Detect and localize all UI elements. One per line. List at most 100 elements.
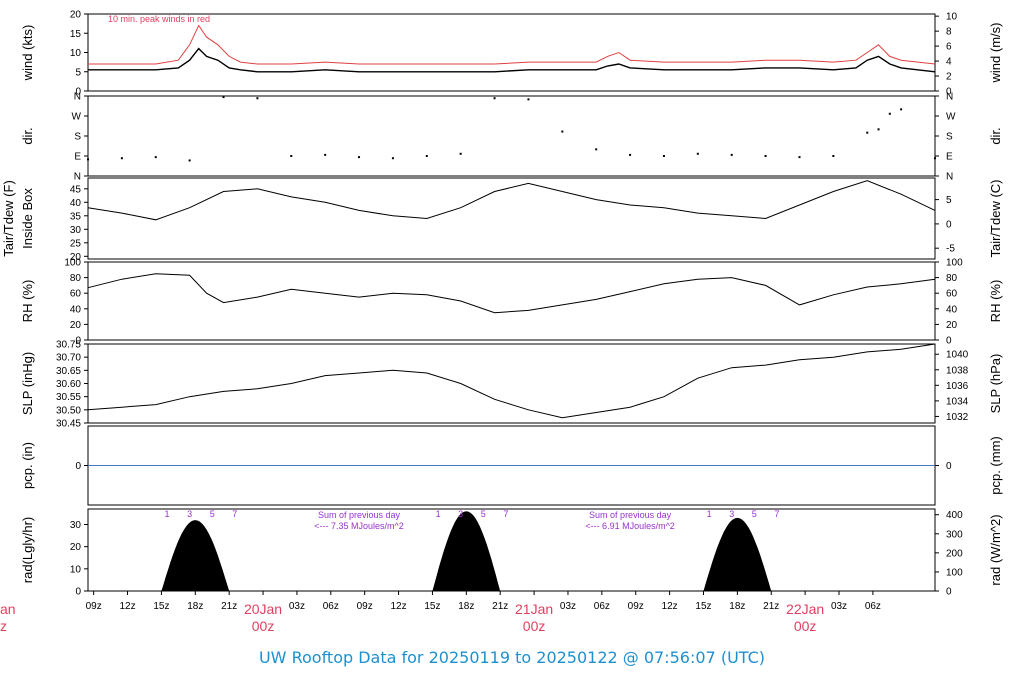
- radiation-ylabel-left: rad(Lgly/hr): [20, 517, 35, 583]
- right-tick-label-wind: 10: [946, 12, 958, 23]
- left-tick-label-temperature: 45: [70, 184, 82, 195]
- direction-point: [595, 148, 598, 151]
- right-tick-label-temperature: -5: [946, 244, 955, 255]
- right-tick-label-humidity: 40: [946, 304, 958, 315]
- radiation-day-area: [703, 517, 772, 591]
- right-tick-label-precipitation: 0: [946, 461, 952, 472]
- right-tick-label-direction: E: [946, 152, 953, 163]
- humidity-series: [87, 273, 936, 314]
- x-day-sublabel: 00z: [794, 618, 817, 634]
- x-tick-label: 18z: [187, 601, 203, 612]
- left-tick-label-pressure: 30.65: [56, 366, 81, 377]
- direction-point: [324, 153, 327, 156]
- right-tick-label-temperature: 0: [946, 219, 952, 230]
- direction-point: [764, 155, 767, 157]
- left-tick-label-temperature: 30: [70, 225, 82, 236]
- x-tick-label: 12z: [119, 601, 135, 612]
- panel-frame-pressure: [87, 343, 936, 424]
- left-tick-label-radiation: 30: [70, 520, 82, 531]
- left-tick-label-temperature: 25: [70, 238, 82, 249]
- left-tick-label-pressure: 30.75: [56, 340, 81, 351]
- direction-point: [662, 155, 665, 157]
- right-tick-label-radiation: 300: [946, 529, 963, 540]
- panel-frame-direction: [87, 95, 936, 177]
- direction-point: [87, 158, 89, 161]
- direction-point: [832, 155, 835, 157]
- left-tick-label-direction: S: [74, 132, 81, 143]
- temperature-ylabel-right: Tair/Tdew (C): [988, 179, 1003, 257]
- left-tick-label-humidity: 40: [70, 304, 82, 315]
- pressure-series: [87, 343, 936, 419]
- direction-point: [888, 112, 891, 115]
- left-tick-label-direction: N: [74, 172, 81, 183]
- left-tick-label-wind: 0: [75, 87, 81, 98]
- right-tick-label-pressure: 1034: [946, 396, 969, 407]
- x-tick-label: 15z: [153, 601, 169, 612]
- direction-point: [188, 159, 191, 162]
- left-tick-label-humidity: 80: [70, 273, 82, 284]
- panel-frame-wind: [87, 13, 936, 92]
- radiation-hour-label: 1: [165, 509, 170, 519]
- right-tick-label-pressure: 1040: [946, 350, 969, 361]
- right-tick-label-wind: 4: [946, 57, 952, 68]
- x-day-label: 20Jan: [244, 601, 282, 617]
- x-tick-label: 09z: [86, 601, 102, 612]
- left-tick-label-wind: 10: [70, 48, 82, 59]
- left-tick-label-humidity: 100: [64, 258, 81, 269]
- temperature-series: [87, 180, 936, 221]
- right-tick-label-humidity: 100: [946, 258, 963, 269]
- x-day-sublabel: 00z: [252, 618, 275, 634]
- left-tick-label-pressure: 30.60: [56, 379, 81, 390]
- right-tick-label-temperature: 5: [946, 195, 952, 206]
- x-tick-label: 06z: [323, 601, 339, 612]
- radiation-hour-label: 3: [458, 509, 463, 519]
- right-tick-label-wind: 8: [946, 27, 952, 38]
- temperature-ylabel-left-2: Inside Box: [20, 188, 35, 249]
- radiation-ylabel-right: rad (W/m^2): [988, 514, 1003, 585]
- direction-point: [256, 97, 259, 100]
- direction-point: [730, 153, 733, 156]
- left-tick-label-direction: N: [74, 92, 81, 103]
- left-tick-label-temperature: 35: [70, 211, 82, 222]
- direction-ylabel-left: dir.: [20, 127, 35, 144]
- right-tick-label-pressure: 1036: [946, 381, 969, 392]
- x-day-sublabel-cut: z: [0, 618, 7, 634]
- direction-point: [459, 152, 462, 155]
- direction-point: [934, 157, 936, 160]
- right-tick-label-wind: 6: [946, 42, 952, 53]
- wind-ylabel-right: wind (m/s): [988, 23, 1003, 84]
- right-tick-label-humidity: 80: [946, 273, 958, 284]
- direction-point: [290, 155, 293, 157]
- radiation-hour-label: 7: [232, 509, 237, 519]
- left-tick-label-temperature: 20: [70, 252, 82, 263]
- radiation-sum-value: <--- 6.91 MJoules/m^2: [585, 521, 675, 531]
- direction-point: [391, 157, 394, 160]
- radiation-hour-label: 3: [187, 509, 192, 519]
- left-tick-label-radiation: 0: [75, 587, 81, 598]
- direction-point: [425, 155, 428, 157]
- x-day-label-cut: an: [0, 601, 16, 617]
- right-tick-label-wind: 2: [946, 72, 952, 83]
- wind-series-peak: [88, 24, 936, 65]
- direction-ylabel-right: dir.: [988, 127, 1003, 144]
- x-tick-label: 09z: [628, 601, 644, 612]
- x-day-label: 21Jan: [515, 601, 553, 617]
- radiation-day-area: [161, 520, 230, 591]
- panel-frame-radiation: [87, 508, 936, 592]
- x-tick-label: 03z: [831, 601, 847, 612]
- left-tick-label-precipitation: 0: [75, 461, 81, 472]
- direction-point: [527, 98, 530, 101]
- direction-point: [877, 128, 880, 131]
- x-tick-label: 15z: [695, 601, 711, 612]
- left-tick-label-humidity: 60: [70, 289, 82, 300]
- right-tick-label-humidity: 60: [946, 289, 958, 300]
- humidity-ylabel-right: RH (%): [988, 280, 1003, 323]
- x-tick-label: 06z: [594, 601, 610, 612]
- radiation-hour-label: 7: [503, 509, 508, 519]
- direction-point: [798, 156, 801, 159]
- panel-frame-temperature: [87, 177, 936, 260]
- right-tick-label-radiation: 100: [946, 567, 963, 578]
- footer-title: UW Rooftop Data for 20250119 to 20250122…: [258, 648, 766, 667]
- direction-point: [154, 156, 157, 159]
- radiation-hour-label: 5: [752, 509, 757, 519]
